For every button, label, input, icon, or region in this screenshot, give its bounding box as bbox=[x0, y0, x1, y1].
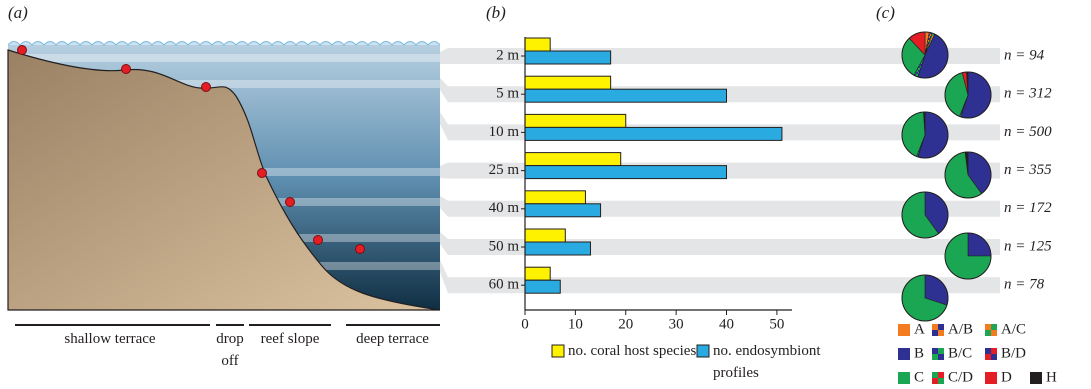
legend-swatch bbox=[697, 345, 709, 357]
bar bbox=[525, 229, 565, 242]
legend-swatch bbox=[552, 345, 564, 357]
legend-swatch bbox=[985, 348, 997, 360]
y-tick-label: 5 m bbox=[496, 86, 519, 102]
pie-label: n = 125 bbox=[1004, 238, 1052, 254]
y-tick-label: 60 m bbox=[489, 277, 520, 293]
pie-label: n = 312 bbox=[1004, 86, 1052, 102]
zone-label: shallow terrace bbox=[40, 328, 180, 350]
bar bbox=[525, 89, 727, 102]
y-tick-label: 40 m bbox=[489, 200, 520, 216]
bar bbox=[525, 38, 550, 51]
x-tick-label: 50 bbox=[769, 316, 784, 332]
legend-label: A/B bbox=[948, 321, 973, 337]
legend-label: no. endosymbiont profiles bbox=[713, 340, 843, 384]
waves bbox=[8, 42, 440, 46]
bar bbox=[525, 280, 560, 293]
zone-label: reef slope bbox=[250, 328, 330, 350]
y-tick-label: 2 m bbox=[496, 47, 519, 63]
legend-label: B/D bbox=[1001, 345, 1026, 361]
bar bbox=[525, 153, 621, 166]
x-tick-label: 40 bbox=[719, 316, 734, 332]
x-tick-label: 20 bbox=[618, 316, 633, 332]
bar bbox=[525, 127, 782, 140]
y-tick-label: 25 m bbox=[489, 162, 520, 178]
legend-swatch bbox=[1030, 372, 1042, 384]
zone-label: drop off bbox=[210, 328, 250, 372]
panel-label: (a) bbox=[8, 3, 28, 22]
x-tick-label: 10 bbox=[568, 316, 583, 332]
bar bbox=[525, 242, 590, 255]
legend-label: A bbox=[914, 321, 925, 337]
legend-label: C/D bbox=[948, 369, 973, 385]
legend-label: B bbox=[914, 345, 924, 361]
bar bbox=[525, 191, 585, 204]
bar bbox=[525, 76, 611, 89]
legend-label: no. coral host species bbox=[568, 340, 698, 362]
legend-swatch bbox=[898, 348, 910, 360]
bar bbox=[525, 204, 601, 217]
pie-label: n = 355 bbox=[1004, 162, 1052, 178]
legend-label: D bbox=[1001, 369, 1012, 385]
legend-swatch bbox=[932, 372, 944, 384]
x-tick-label: 30 bbox=[669, 316, 684, 332]
x-tick-label: 0 bbox=[521, 316, 529, 332]
legend-label: C bbox=[914, 369, 924, 385]
legend-swatch bbox=[898, 324, 910, 336]
y-tick-label: 10 m bbox=[489, 124, 520, 140]
bar bbox=[525, 166, 727, 179]
y-tick-label: 50 m bbox=[489, 238, 520, 254]
figure: (a) (b) (c) 2 m 5 m 10 m 25 m 40 m 50 m 60 m 0 1… bbox=[0, 0, 1091, 389]
pie-label: n = 78 bbox=[1004, 277, 1045, 293]
bar bbox=[525, 267, 550, 280]
pie-label: n = 172 bbox=[1004, 200, 1052, 216]
legend-swatch bbox=[932, 324, 944, 336]
zone-label: deep terrace bbox=[345, 328, 440, 350]
panel-label: (b) bbox=[486, 3, 506, 22]
pie-label: n = 500 bbox=[1004, 124, 1052, 140]
legend-swatch bbox=[985, 324, 997, 336]
legend-label: A/C bbox=[1001, 321, 1026, 337]
bar bbox=[525, 114, 626, 127]
legend-swatch bbox=[932, 348, 944, 360]
legend-swatch bbox=[898, 372, 910, 384]
panel-label: (c) bbox=[876, 3, 895, 22]
legend-label: H bbox=[1046, 369, 1057, 385]
bar bbox=[525, 51, 611, 64]
legend-label: B/C bbox=[948, 345, 972, 361]
legend-swatch bbox=[985, 372, 997, 384]
pie-label: n = 94 bbox=[1004, 47, 1045, 63]
